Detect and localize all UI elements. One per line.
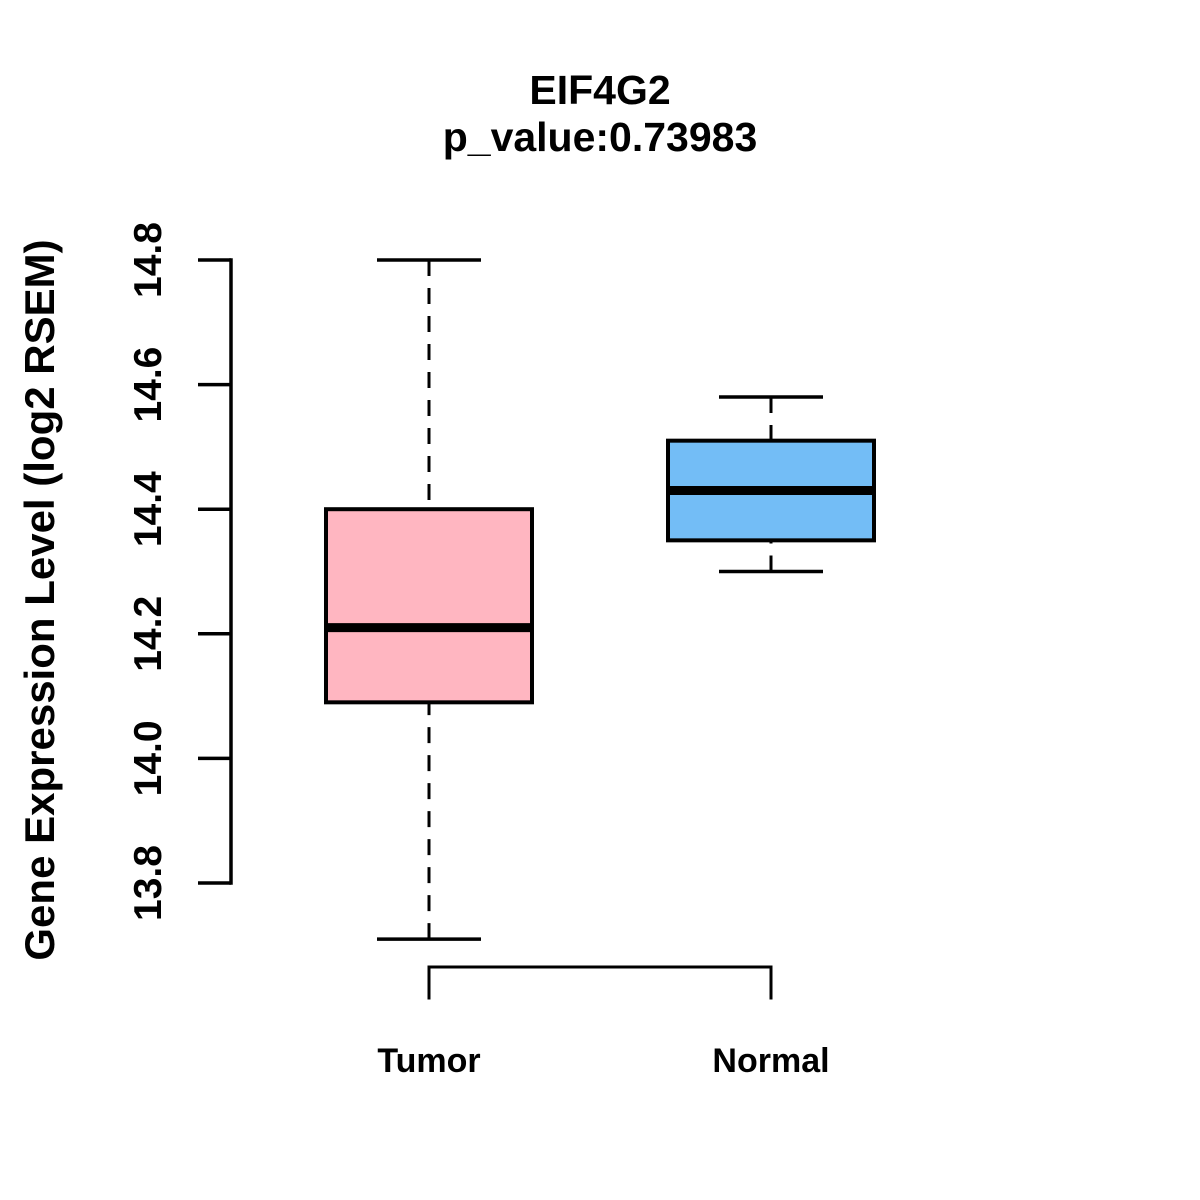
y-tick-label: 14.8 [127, 222, 170, 298]
x-category-label-normal: Normal [712, 1042, 829, 1080]
chart-subtitle-pvalue: p_value:0.73983 [442, 114, 758, 160]
y-tick-label: 14.0 [127, 720, 170, 796]
x-category-label-tumor: Tumor [377, 1042, 480, 1080]
chart-title: EIF4G2 [529, 67, 671, 113]
y-tick-label: 14.6 [127, 347, 170, 423]
y-tick-label: 13.8 [127, 845, 170, 921]
tumor-iqr-box [324, 507, 534, 705]
x-axis-bracket [427, 965, 773, 1000]
y-tick-label: 14.2 [127, 596, 170, 672]
y-tick-label: 14.4 [127, 471, 170, 547]
